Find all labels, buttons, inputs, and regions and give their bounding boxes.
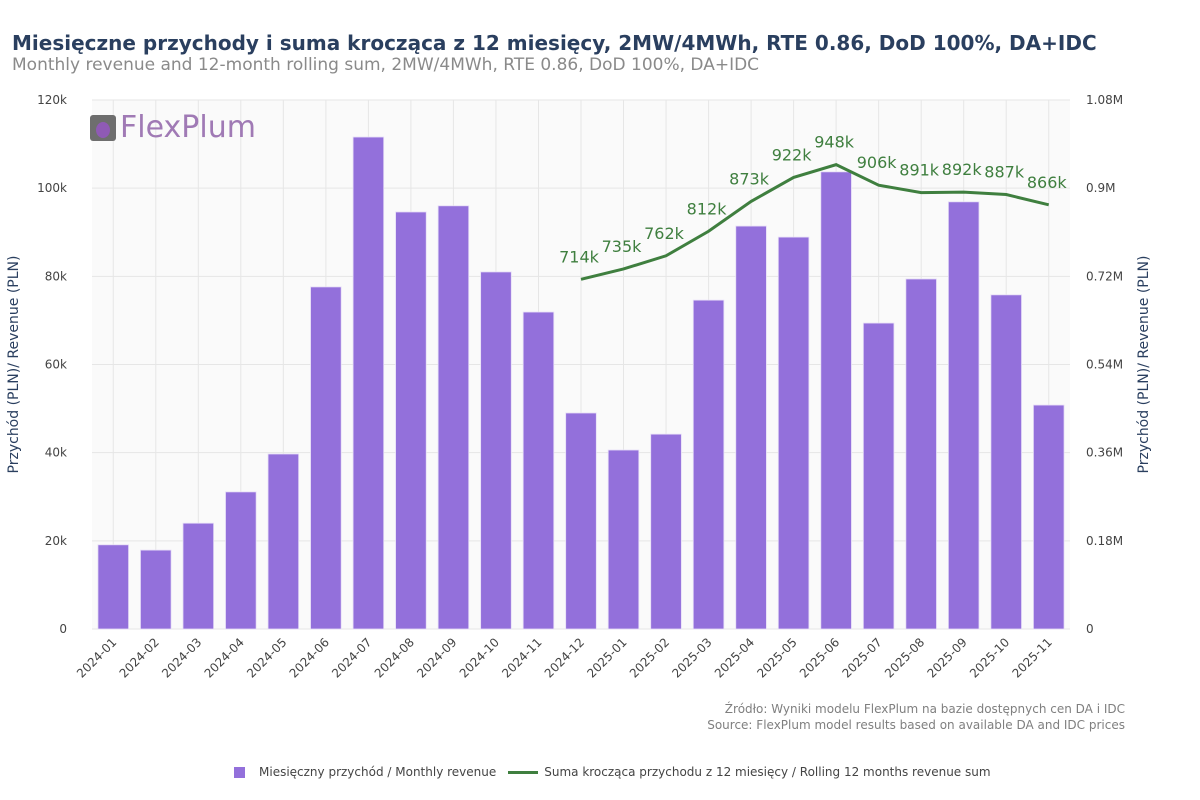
line-data-label: 714k (559, 247, 600, 266)
x-tick-label: 2025-01 (584, 635, 629, 680)
x-tick-label: 2024-07 (329, 635, 374, 680)
x-tick-label: 2025-03 (669, 635, 714, 680)
x-tick-label: 2024-02 (117, 635, 162, 680)
x-tick-label: 2024-08 (372, 635, 417, 680)
logo-text: FlexPlum (120, 110, 256, 145)
source-en: Source: FlexPlum model results based on … (707, 718, 1125, 732)
y-tick-left: 0 (59, 622, 67, 636)
line-data-label: 948k (814, 133, 855, 152)
bar (225, 491, 257, 630)
bar (777, 236, 810, 630)
y-tick-right: 1.08M (1086, 93, 1123, 107)
x-tick-label: 2025-04 (712, 635, 757, 680)
y-axis-title-right: Przychód (PLN)/ Revenue (PLN) (1136, 256, 1152, 474)
bar (820, 171, 852, 630)
legend-line-label[interactable]: Suma krocząca przychodu z 12 miesięcy / … (544, 765, 991, 779)
x-tick-label: 2024-01 (74, 635, 119, 680)
bar (1033, 404, 1065, 630)
x-tick-label: 2025-05 (754, 635, 799, 680)
legend: Miesięczny przychód / Monthly revenue Su… (234, 765, 991, 779)
bar (565, 412, 597, 630)
x-tick-label: 2025-09 (924, 635, 969, 680)
flexplum-logo: FlexPlum (90, 110, 256, 145)
bar (692, 299, 725, 630)
x-tick-label: 2025-08 (882, 635, 927, 680)
line-data-label: 812k (687, 199, 728, 218)
legend-bar-label[interactable]: Miesięczny przychód / Monthly revenue (259, 765, 497, 779)
x-tick-label: 2025-02 (627, 635, 672, 680)
source-note: Źródło: Wyniki modelu FlexPlum na bazie … (707, 701, 1125, 733)
y-tick-right: 0.72M (1086, 269, 1123, 283)
bar (947, 201, 980, 630)
line-data-label: 922k (772, 145, 813, 164)
bar (267, 453, 300, 630)
y-tick-left: 60k (45, 358, 67, 372)
y-tick-right: 0.54M (1086, 358, 1123, 372)
bar (395, 211, 427, 630)
y-axis-title-left: Przychód (PLN)/ Revenue (PLN) (6, 256, 22, 474)
bar (97, 544, 129, 630)
bar (352, 136, 385, 630)
bar (607, 449, 640, 630)
legend-line-swatch[interactable] (508, 770, 539, 774)
y-tick-right: 0 (1086, 622, 1094, 636)
y-tick-right: 0.18M (1086, 534, 1123, 548)
chart-subtitle: Monthly revenue and 12-month rolling sum… (12, 55, 760, 75)
plum-icon (90, 114, 116, 141)
bar (480, 271, 512, 630)
x-tick-label: 2025-07 (839, 635, 884, 680)
bar (437, 205, 470, 630)
bar (310, 286, 342, 630)
y-tick-left: 40k (45, 446, 67, 460)
x-tick-label: 2025-11 (1010, 635, 1055, 680)
x-tick-label: 2024-11 (499, 635, 544, 680)
rolling-sum-line (580, 163, 1050, 281)
x-tick-label: 2025-10 (967, 635, 1012, 680)
x-tick-label: 2024-10 (457, 635, 502, 680)
legend-bar-swatch[interactable] (234, 766, 245, 778)
line-data-label: 891k (899, 161, 940, 180)
bar (735, 225, 767, 630)
bar (990, 294, 1022, 630)
line-data-label: 892k (942, 160, 983, 179)
y-tick-right: 0.9M (1086, 181, 1115, 195)
line-data-label: 866k (1027, 173, 1068, 192)
source-pl: Źródło: Wyniki modelu FlexPlum na bazie … (724, 702, 1125, 716)
bar (182, 522, 215, 630)
line-data-label: 906k (857, 153, 898, 172)
x-tick-label: 2024-06 (287, 635, 332, 680)
x-tick-label: 2024-05 (244, 635, 289, 680)
x-tick-label: 2025-06 (797, 635, 842, 680)
line-data-label: 762k (644, 224, 685, 243)
y-tick-left: 20k (45, 534, 67, 548)
x-tick-label: 2024-03 (159, 635, 204, 680)
chart-title: Miesięczne przychody i suma krocząca z 1… (12, 31, 1097, 55)
bar (522, 311, 555, 630)
y-tick-right: 0.36M (1086, 446, 1123, 460)
bar (650, 433, 682, 630)
bar (862, 322, 895, 630)
line-data-label: 735k (602, 237, 643, 256)
bar (905, 278, 937, 630)
line-data-label: 887k (984, 163, 1025, 182)
line-data-label: 873k (729, 169, 770, 188)
x-tick-label: 2024-09 (414, 635, 459, 680)
y-tick-left: 100k (37, 181, 67, 195)
y-tick-left: 120k (37, 93, 67, 107)
x-tick-label: 2024-04 (202, 635, 247, 680)
x-tick-label: 2024-12 (542, 635, 587, 680)
bar (140, 549, 172, 630)
y-tick-left: 80k (45, 269, 67, 283)
